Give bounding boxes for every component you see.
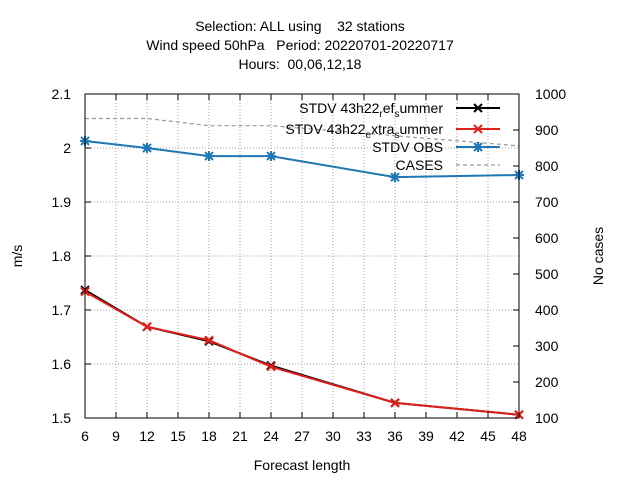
legend-label: STDV 43h22refsummer <box>299 100 443 120</box>
y-axis-label: m/s <box>9 245 25 268</box>
legend-key-marker <box>473 103 483 113</box>
data-point <box>390 398 400 408</box>
y2-tick-label: 700 <box>535 194 559 210</box>
y2-tick-label: 400 <box>535 302 559 318</box>
grid-lines <box>85 94 519 418</box>
data-point <box>142 322 152 332</box>
data-point <box>204 335 214 345</box>
data-point <box>266 151 276 162</box>
y2-tick-label: 500 <box>535 266 559 282</box>
y-tick-label: 1.9 <box>52 194 72 210</box>
data-point <box>142 143 152 153</box>
y2-tick-label: 800 <box>535 158 559 174</box>
y-tick-label: 1.6 <box>52 356 72 372</box>
y-tick-label: 1.7 <box>52 302 72 318</box>
data-point <box>266 361 276 372</box>
x-tick-label: 33 <box>356 428 372 444</box>
x-tick-label: 36 <box>387 428 403 444</box>
data-point <box>390 172 400 183</box>
x-tick-label: 42 <box>449 428 465 444</box>
y-tick-label: 2.1 <box>52 86 72 102</box>
x-tick-label: 39 <box>418 428 434 444</box>
chart-title-line-3: Hours: 00,06,12,18 <box>238 56 362 72</box>
y2-tick-label: 1000 <box>535 86 566 102</box>
data-point <box>204 151 214 162</box>
axes: 6 9 12 15 18 21 24 27 30 33 36 39 42 45 48 1.5 1.6 1.7 1.8… <box>52 86 567 444</box>
x-tick-label: 18 <box>201 428 217 444</box>
x-tick-label: 45 <box>480 428 496 444</box>
x-tick-label: 27 <box>294 428 310 444</box>
y2-tick-label: 900 <box>535 122 559 138</box>
x-tick-label: 15 <box>170 428 186 444</box>
x-tick-label: 9 <box>112 428 120 444</box>
x-tick-label: 24 <box>263 428 279 444</box>
chart-title-line-2: Wind speed 50hPa Period: 20220701-202207… <box>146 37 454 53</box>
series-line-3 <box>85 117 520 147</box>
y2-tick-label: 300 <box>535 338 559 354</box>
series-line-2 <box>84 139 520 179</box>
x-tick-label: 12 <box>139 428 155 444</box>
x-tick-label: 48 <box>511 428 527 444</box>
x-tick-label: 21 <box>232 428 248 444</box>
x-tick-label: 6 <box>81 428 89 444</box>
legend-key-marker <box>473 124 483 134</box>
legend-label: CASES <box>396 157 443 173</box>
y2-axis-label: No cases <box>590 227 606 285</box>
legend-label: STDV OBS <box>372 139 443 155</box>
x-axis-label: Forecast length <box>254 457 351 473</box>
legend-key-marker <box>473 142 483 152</box>
legend-label: STDV 43h22extrasummer <box>285 121 443 141</box>
y2-tick-label: 200 <box>535 374 559 390</box>
y-tick-label: 1.8 <box>52 248 72 264</box>
y2-tick-label: 600 <box>535 230 559 246</box>
x-tick-label: 30 <box>325 428 341 444</box>
y-tick-label: 2 <box>63 140 71 156</box>
series-line-1 <box>84 290 520 416</box>
y-tick-label: 1.5 <box>52 410 72 426</box>
chart-title-line-1: Selection: ALL using 32 stations <box>195 18 405 34</box>
y2-tick-label: 100 <box>535 410 559 426</box>
